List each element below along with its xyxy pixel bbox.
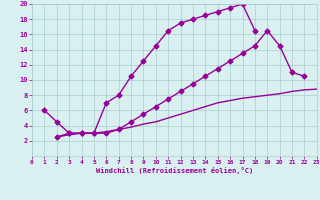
X-axis label: Windchill (Refroidissement éolien,°C): Windchill (Refroidissement éolien,°C) (96, 167, 253, 174)
